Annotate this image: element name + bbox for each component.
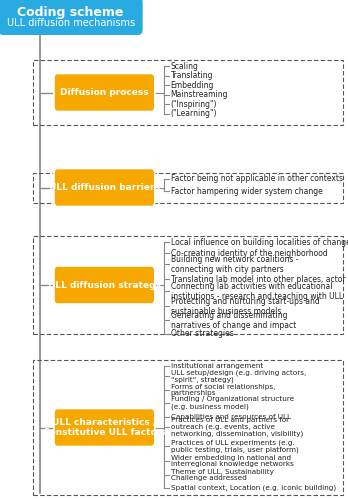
- Text: Practices of ULL experiments (e.g.
public testing, trials, user platform): Practices of ULL experiments (e.g. publi…: [171, 439, 298, 453]
- Text: ULL diffusion mechanisms: ULL diffusion mechanisms: [7, 18, 135, 28]
- Text: ULL diffusion strategy: ULL diffusion strategy: [48, 280, 161, 289]
- Text: Local influence on building localities of change: Local influence on building localities o…: [171, 238, 348, 246]
- Text: Other strategies: Other strategies: [171, 330, 233, 338]
- Text: Spatial context, Location (e.g. iconic building): Spatial context, Location (e.g. iconic b…: [171, 484, 335, 490]
- FancyBboxPatch shape: [54, 266, 155, 304]
- Text: ULL characteristics /
Constitutive ULL factors: ULL characteristics / Constitutive ULL f…: [43, 418, 166, 437]
- Text: Scaling: Scaling: [171, 62, 198, 70]
- FancyBboxPatch shape: [54, 408, 155, 447]
- Text: Building new network coalitions -
connecting with city partners: Building new network coalitions - connec…: [171, 254, 298, 274]
- FancyBboxPatch shape: [54, 74, 155, 112]
- Text: ("Inspiring"): ("Inspiring"): [171, 100, 217, 108]
- Text: Institutional arrangement: Institutional arrangement: [171, 363, 263, 369]
- FancyBboxPatch shape: [0, 0, 143, 35]
- Text: ("Learning"): ("Learning"): [171, 109, 217, 118]
- Text: Connecting lab activities with educational
institutions - research and teaching : Connecting lab activities with education…: [171, 282, 343, 301]
- Text: Embedding: Embedding: [171, 80, 214, 90]
- Text: Generating and disseminating
narratives of change and impact: Generating and disseminating narratives …: [171, 310, 296, 330]
- Text: Protecting and nurturing start-ups and
sustainable business models: Protecting and nurturing start-ups and s…: [171, 296, 319, 316]
- Text: Capabilities and resources of ULL: Capabilities and resources of ULL: [171, 414, 291, 420]
- Text: Factor hampering wider system change: Factor hampering wider system change: [171, 186, 322, 196]
- Text: Forms of social relationships,
partnerships: Forms of social relationships, partnersh…: [171, 384, 275, 396]
- Text: ULL diffusion barriers: ULL diffusion barriers: [49, 183, 160, 192]
- Text: Translating: Translating: [171, 71, 213, 80]
- Text: Translating lab model into other places, actor groups: Translating lab model into other places,…: [171, 275, 348, 284]
- FancyBboxPatch shape: [54, 168, 155, 206]
- Text: Factor being not applicable in other contexts: Factor being not applicable in other con…: [171, 174, 342, 183]
- Text: Practices of ULL and partners for
outreach (e.g. events, active
networking, diss: Practices of ULL and partners for outrea…: [171, 416, 303, 437]
- Text: ULL setup/design (e.g. driving actors,
"spirit", strategy): ULL setup/design (e.g. driving actors, "…: [171, 369, 306, 383]
- Text: Mainstreaming: Mainstreaming: [171, 90, 228, 99]
- Text: Theme of ULL, Sustainability
Challenge addressed: Theme of ULL, Sustainability Challenge a…: [171, 468, 274, 481]
- Text: Diffusion process: Diffusion process: [60, 88, 149, 97]
- Text: Wider embedding in national and
interregional knowledge networks: Wider embedding in national and interreg…: [171, 454, 293, 468]
- Text: Co-creating identity of the neighborhood: Co-creating identity of the neighborhood: [171, 249, 327, 258]
- Text: Coding scheme: Coding scheme: [17, 6, 124, 18]
- Text: Funding / Organizational structure
(e.g. business model): Funding / Organizational structure (e.g.…: [171, 396, 294, 409]
